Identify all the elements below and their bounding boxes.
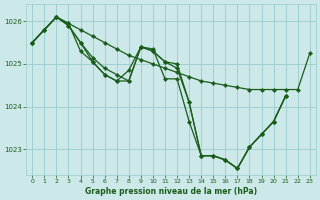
X-axis label: Graphe pression niveau de la mer (hPa): Graphe pression niveau de la mer (hPa)	[85, 187, 257, 196]
